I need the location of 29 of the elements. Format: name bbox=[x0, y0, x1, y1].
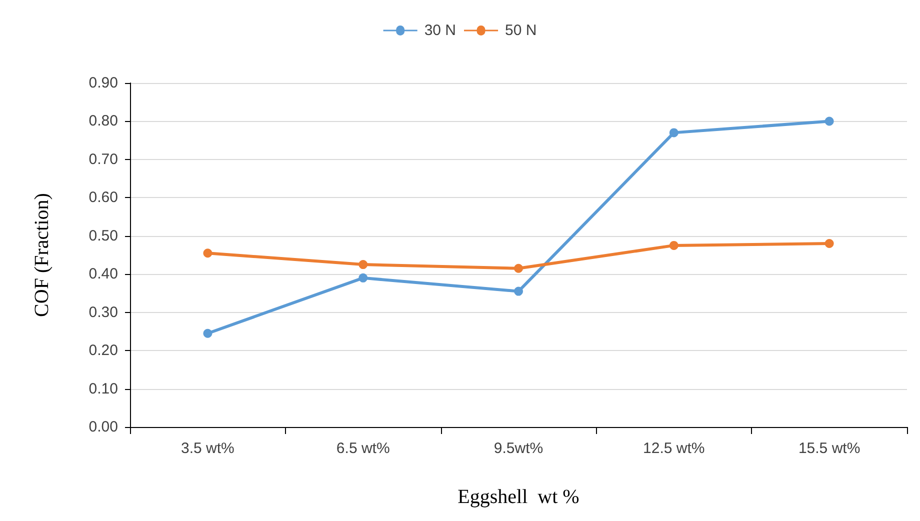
y-tick-label: 0.30 bbox=[88, 304, 118, 321]
point bbox=[358, 273, 368, 282]
point bbox=[514, 264, 523, 273]
point bbox=[824, 239, 834, 248]
point bbox=[669, 240, 678, 250]
y-tick-label: 0.00 bbox=[88, 418, 118, 436]
point bbox=[514, 286, 523, 296]
x-tick-label: 3.5 wt% bbox=[181, 440, 234, 457]
y-tick-label: 0.20 bbox=[88, 342, 118, 360]
y-axis-title: COF (Fraction) bbox=[31, 193, 53, 317]
point bbox=[669, 128, 678, 138]
point bbox=[203, 328, 212, 338]
y-tick-label: 0.10 bbox=[88, 380, 118, 398]
point bbox=[358, 260, 368, 270]
x-tick-label: 12.5 wt% bbox=[643, 440, 705, 457]
x-tick-label: 9.5wt% bbox=[494, 440, 544, 457]
x-tick-label: 15.5 wt% bbox=[798, 440, 860, 457]
y-tick-label: 0.50 bbox=[88, 227, 118, 244]
y-tick-label: 0.40 bbox=[88, 266, 118, 283]
legend-label: 50 N bbox=[505, 22, 537, 39]
x-axis-title: Eggshell wt % bbox=[458, 486, 580, 508]
y-tick-label: 0.60 bbox=[88, 189, 118, 206]
legend-label: 30 N bbox=[424, 22, 456, 39]
point bbox=[203, 248, 212, 258]
x-tick-label: 6.5 wt% bbox=[336, 440, 390, 457]
y-tick-label: 0.70 bbox=[88, 150, 118, 168]
y-tick-label: 0.80 bbox=[88, 112, 118, 130]
point bbox=[824, 116, 834, 126]
y-tick-label: 0.90 bbox=[88, 74, 118, 92]
